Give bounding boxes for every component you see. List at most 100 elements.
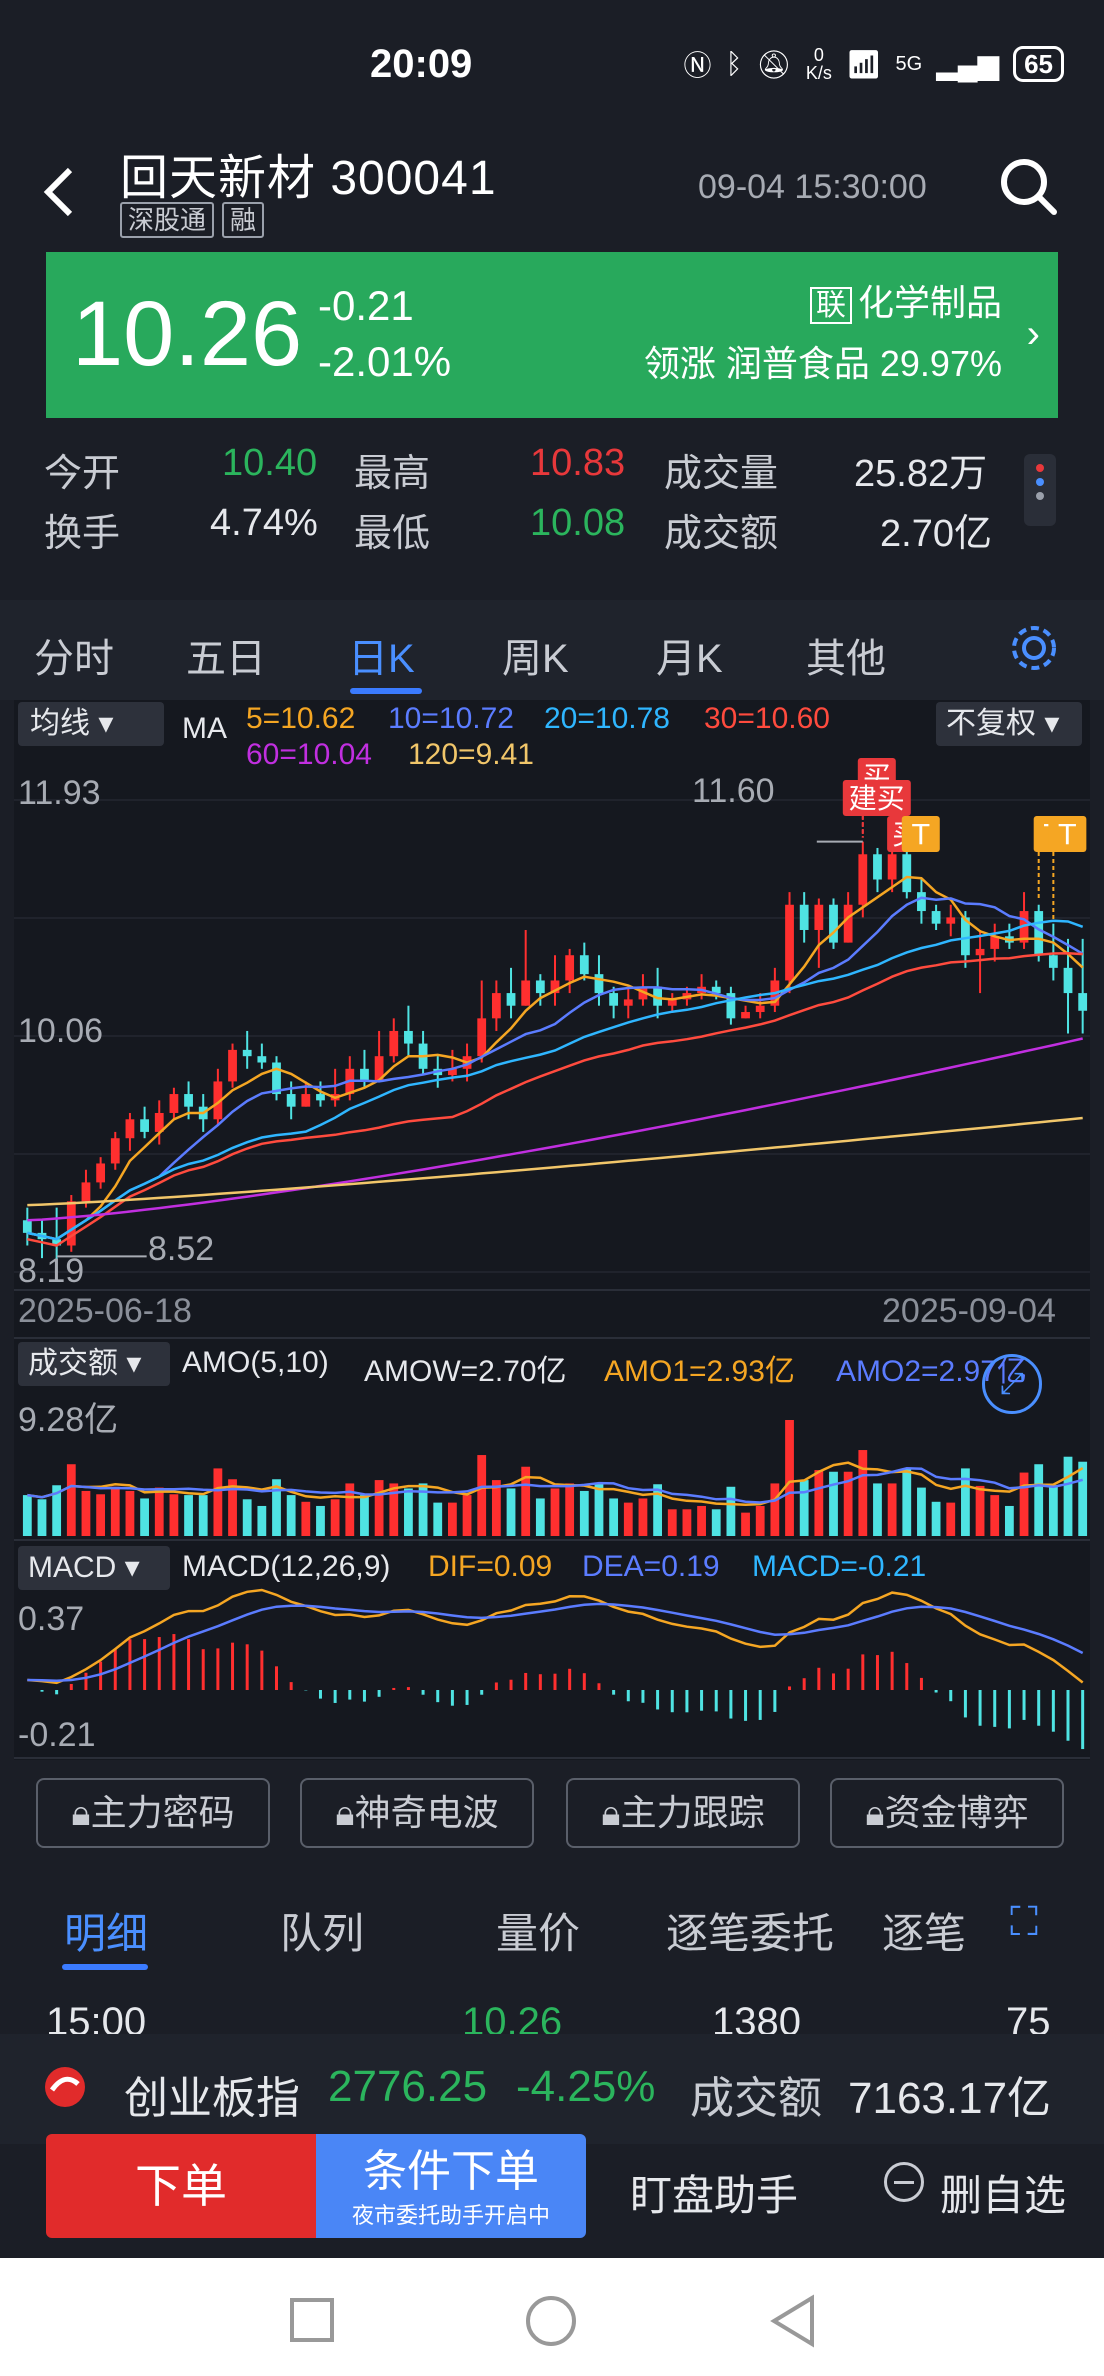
tab-volume-price[interactable]: 量价 bbox=[496, 1910, 581, 1957]
candle-body bbox=[301, 1094, 311, 1107]
volume-bar bbox=[697, 1505, 706, 1536]
monitor-helper-button[interactable]: 盯盘助手 bbox=[630, 2172, 799, 2219]
adjust-selector[interactable]: 不复权 ▾ bbox=[936, 702, 1082, 746]
volume-bar bbox=[755, 1505, 765, 1536]
candle-body bbox=[843, 904, 853, 943]
more-stats-icon[interactable] bbox=[1024, 454, 1056, 526]
lock-button-wave[interactable]: 🔒︎神奇电波 bbox=[300, 1778, 534, 1848]
volume-bar bbox=[565, 1483, 575, 1536]
gear-icon[interactable] bbox=[1006, 620, 1062, 681]
volume-bar bbox=[462, 1495, 472, 1536]
index-logo-icon bbox=[42, 2064, 88, 2115]
volume-bar bbox=[345, 1483, 355, 1536]
date-end-label: 2025-09-04 bbox=[882, 1292, 1056, 1330]
system-nav-bar bbox=[0, 2258, 1104, 2376]
lock-button-track[interactable]: 🔒︎主力跟踪 bbox=[566, 1778, 800, 1848]
volume-bar bbox=[272, 1479, 281, 1536]
candle-body bbox=[667, 999, 677, 1006]
fullscreen-icon[interactable]: ⛶ bbox=[1010, 1900, 1038, 1944]
candle-body bbox=[1034, 911, 1044, 956]
volume-bar bbox=[418, 1483, 428, 1536]
tab-other[interactable]: 其他 bbox=[806, 637, 886, 681]
macd-selector[interactable]: MACD ▾ bbox=[18, 1546, 170, 1590]
candle-body bbox=[917, 892, 926, 912]
candle-body bbox=[535, 980, 545, 994]
amo1-line bbox=[27, 1461, 1084, 1507]
tab-weekly-k[interactable]: 周K bbox=[502, 637, 569, 681]
recents-icon[interactable] bbox=[290, 2298, 334, 2342]
candle-body bbox=[374, 1056, 384, 1082]
candle-body bbox=[316, 1094, 325, 1101]
home-icon[interactable] bbox=[526, 2296, 576, 2346]
candle-body bbox=[110, 1138, 120, 1164]
chevron-right-icon[interactable]: › bbox=[1026, 312, 1040, 356]
tick-count: 75 bbox=[1006, 2000, 1051, 2034]
kline-chart-area[interactable]: 买建买买TTT 均线 ▾ MA 5=10.62 10=10.72 20=10.7… bbox=[14, 700, 1090, 1760]
remove-watchlist-button[interactable]: 删自选 bbox=[940, 2172, 1067, 2219]
candle-body bbox=[990, 936, 1000, 949]
volume-value: 25.82万 bbox=[854, 453, 988, 495]
lock-button-label: 主力跟踪 bbox=[620, 1792, 765, 1833]
conditional-order-button[interactable]: 条件下单 夜市委托助手开启中 bbox=[316, 2134, 586, 2238]
tab-tick-by-tick[interactable]: 逐笔 bbox=[882, 1910, 967, 1957]
tick-price: 10.26 bbox=[462, 2000, 563, 2034]
candle-body bbox=[125, 1119, 135, 1139]
search-icon[interactable] bbox=[996, 154, 1060, 218]
y-top-label: 11.93 bbox=[18, 774, 101, 812]
volume-bar bbox=[653, 1484, 662, 1536]
industry-info[interactable]: 联化学制品 领涨 润普食品 29.97% bbox=[644, 274, 1002, 393]
candle-body bbox=[477, 1018, 487, 1057]
volume-selector[interactable]: 成交额 ▾ bbox=[18, 1342, 170, 1386]
tab-daily-k[interactable]: 日K bbox=[348, 637, 415, 681]
remove-icon[interactable] bbox=[884, 2162, 924, 2202]
volume-bar bbox=[579, 1490, 589, 1536]
volume-y-top: 9.28亿 bbox=[18, 1401, 119, 1439]
date-start-label: 2025-06-18 bbox=[18, 1292, 192, 1330]
volume-bar bbox=[140, 1498, 149, 1536]
candle-body bbox=[360, 1068, 369, 1082]
turnover-label: 换手 bbox=[44, 513, 121, 555]
price-change: -0.21 -2.01% bbox=[318, 278, 451, 390]
volume-bar bbox=[110, 1486, 120, 1536]
back-nav-icon[interactable] bbox=[768, 2294, 818, 2353]
ma5-line bbox=[27, 875, 1084, 1241]
candle-body bbox=[946, 917, 956, 924]
volume-bar bbox=[404, 1488, 413, 1536]
tab-monthly-k[interactable]: 月K bbox=[656, 637, 723, 681]
back-icon[interactable] bbox=[40, 160, 80, 232]
net-speed: 0 K/s bbox=[805, 45, 832, 83]
expand-icon[interactable]: ⤢ bbox=[982, 1354, 1042, 1414]
tab-intraday[interactable]: 分时 bbox=[34, 637, 114, 681]
ma-selector[interactable]: 均线 ▾ bbox=[18, 702, 164, 746]
status-bar: 20:09 Ⓝ ᛒ 🔕︎ 0 K/s 📶︎ 5G ▂▄▆ 65 bbox=[0, 0, 1104, 130]
candle-body bbox=[961, 917, 970, 956]
ma60-value: 60=10.04 bbox=[246, 738, 372, 771]
tab-five-day[interactable]: 五日 bbox=[186, 637, 266, 681]
signal-icon: ▂▄▆ bbox=[936, 48, 1000, 80]
candle-body bbox=[272, 1062, 281, 1095]
lock-button-capital[interactable]: 🔒︎资金博弈 bbox=[830, 1778, 1064, 1848]
detail-tabs: 明细 队列 量价 逐笔委托 逐笔 ⛶ bbox=[0, 1880, 1104, 1980]
lock-icon: 🔒︎ bbox=[335, 1792, 355, 1833]
signal-tag-bg bbox=[1048, 816, 1087, 852]
ma20-line bbox=[27, 919, 1084, 1241]
kline-svg[interactable]: 买建买买TTT bbox=[14, 700, 1090, 1760]
volume-bar bbox=[125, 1490, 135, 1536]
index-bar[interactable]: 创业板指 2776.25 -4.25% 成交额 7163.17亿 bbox=[0, 2034, 1104, 2144]
lock-button-label: 资金博弈 bbox=[884, 1792, 1029, 1833]
candle-body bbox=[785, 904, 794, 981]
tab-order-by-order[interactable]: 逐笔委托 bbox=[666, 1910, 835, 1957]
dif-value: DIF=0.09 bbox=[428, 1550, 553, 1583]
tab-detail[interactable]: 明细 bbox=[64, 1910, 149, 1957]
place-order-button[interactable]: 下单 bbox=[46, 2134, 316, 2238]
macd-params: MACD(12,26,9) bbox=[182, 1550, 391, 1583]
tab-queue[interactable]: 队列 bbox=[280, 1910, 365, 1957]
change-value: -0.21 bbox=[318, 282, 414, 329]
volume-bar bbox=[829, 1471, 838, 1536]
lock-button-main-code[interactable]: 🔒︎主力密码 bbox=[36, 1778, 270, 1848]
candle-body bbox=[22, 1220, 32, 1233]
candle-body bbox=[565, 955, 575, 981]
volume-bar bbox=[741, 1512, 750, 1536]
price-panel[interactable]: 10.26 -0.21 -2.01% 联化学制品 领涨 润普食品 29.97% … bbox=[46, 252, 1058, 418]
industry-name: 化学制品 bbox=[857, 282, 1002, 323]
